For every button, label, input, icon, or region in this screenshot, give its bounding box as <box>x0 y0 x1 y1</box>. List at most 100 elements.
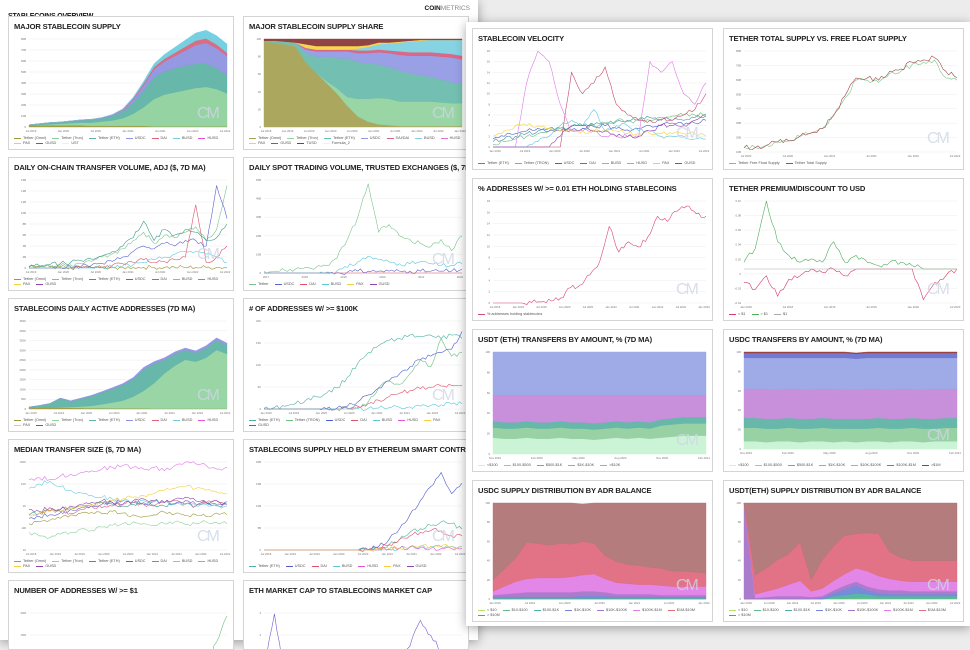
legend-item[interactable]: < $10 <box>729 608 748 613</box>
legend-item[interactable]: Tether (TRON) <box>285 418 320 423</box>
legend-item[interactable]: Tether (ETH) <box>249 564 280 569</box>
legend-item[interactable]: HUSD <box>198 136 218 141</box>
legend-item[interactable]: USDC <box>125 136 146 141</box>
legend-item[interactable]: $10K-$100K <box>851 463 881 468</box>
legend-item[interactable]: Tether (Tron) <box>52 559 83 564</box>
legend-item[interactable]: USDC <box>125 418 146 423</box>
legend-item[interactable]: BUSD <box>321 282 341 287</box>
legend-item[interactable]: SAI/DAI <box>386 136 409 141</box>
legend-item[interactable]: Tether (ETH) <box>89 277 120 282</box>
legend-item[interactable]: >$1M <box>921 463 941 468</box>
legend-item[interactable]: BUSD <box>172 136 192 141</box>
legend-item[interactable]: $100-$500 <box>503 463 531 468</box>
legend-item[interactable]: HUSD <box>198 418 218 423</box>
legend-item[interactable]: GUSD <box>36 141 56 146</box>
legend-item[interactable]: GUSD <box>36 282 56 287</box>
legend-item[interactable]: $100-$1K <box>784 608 810 613</box>
legend-item[interactable]: $100-$1K <box>533 608 559 613</box>
legend-item[interactable]: PAX <box>424 418 440 423</box>
legend-item[interactable]: BUSD <box>332 564 352 569</box>
legend-item[interactable]: $1K-$10K <box>816 608 842 613</box>
legend-item[interactable]: $100K-$1M <box>887 463 916 468</box>
legend-item[interactable]: PAX <box>384 564 401 569</box>
legend-item[interactable]: HUSD <box>198 559 218 564</box>
legend-item[interactable]: Tether (Omni) <box>14 418 46 423</box>
legend-item[interactable]: PAX <box>14 141 30 146</box>
legend-item[interactable]: Tether (Tron) <box>287 136 318 141</box>
legend-item[interactable]: $10K-$100K <box>848 608 878 613</box>
legend-item[interactable]: Tether (Tron) <box>52 277 83 282</box>
legend-item[interactable]: >$10K <box>600 463 620 468</box>
legend-item[interactable]: DAI <box>300 282 316 287</box>
legend-item[interactable]: HUSD <box>358 564 378 569</box>
legend-item[interactable]: > $10M <box>729 613 751 618</box>
legend-item[interactable]: Tether (Tron) <box>52 418 83 423</box>
legend-item[interactable]: USDC <box>554 161 574 166</box>
legend-item[interactable]: < $10 <box>478 608 497 613</box>
legend-item[interactable]: $1K-$10K <box>568 463 594 468</box>
legend-item[interactable]: > $10M <box>478 613 500 618</box>
legend-item[interactable]: $1K-$10K <box>565 608 591 613</box>
legend-item[interactable]: BUSD <box>172 559 192 564</box>
legend-item[interactable]: HUSD <box>627 161 647 166</box>
legend-item[interactable]: BUSD <box>172 418 192 423</box>
legend-item[interactable]: $100-$500 <box>754 463 782 468</box>
legend-item[interactable]: GUSD <box>249 423 269 428</box>
legend-item[interactable]: DAI <box>311 564 327 569</box>
legend-item[interactable]: TUSD <box>297 141 317 146</box>
legend-item[interactable]: $10K-$100K <box>597 608 627 613</box>
legend-item[interactable]: USDC <box>125 277 146 282</box>
legend-item[interactable]: PAX <box>249 141 265 146</box>
legend-item[interactable]: USDC <box>325 418 345 423</box>
legend-item[interactable]: PAX <box>14 564 30 569</box>
legend-item[interactable]: GUSD <box>675 161 695 166</box>
legend-item[interactable]: % addresses holding stablecoins <box>478 312 542 317</box>
legend-item[interactable]: HUSD <box>398 418 418 423</box>
legend-item[interactable]: $100K-$1M <box>633 608 662 613</box>
legend-item[interactable]: <$100 <box>478 463 498 468</box>
legend-item[interactable]: USDC <box>125 559 146 564</box>
legend-item[interactable]: PAX <box>653 161 669 166</box>
legend-item[interactable]: BUSD <box>601 161 621 166</box>
legend-item[interactable]: Tether (Omni) <box>14 277 46 282</box>
legend-item[interactable]: BUSD <box>372 418 392 423</box>
legend-item[interactable]: BUSD <box>172 277 192 282</box>
legend-item[interactable]: Tether (Omni) <box>14 136 46 141</box>
legend-item[interactable]: GUSD <box>271 141 291 146</box>
legend-item[interactable]: GUSD <box>36 423 56 428</box>
legend-item[interactable]: PAX <box>14 282 30 287</box>
legend-item[interactable]: $10-$100 <box>502 608 528 613</box>
legend-item[interactable]: Tether (ETH) <box>324 136 355 141</box>
legend-item[interactable]: GUSD <box>406 564 426 569</box>
legend-item[interactable]: DAI <box>351 418 367 423</box>
legend-item[interactable]: Tether Total Supply <box>785 161 827 166</box>
legend-item[interactable]: $1M-$10M <box>918 608 946 613</box>
legend-item[interactable]: DAI <box>151 277 167 282</box>
legend-item[interactable]: $10-$100 <box>753 608 779 613</box>
legend-item[interactable]: PAX <box>14 423 30 428</box>
legend-item[interactable]: HUSD <box>440 136 460 141</box>
legend-item[interactable]: DAI <box>151 559 167 564</box>
legend-item[interactable]: USDC <box>274 282 294 287</box>
legend-item[interactable]: Tether (Omni) <box>249 136 281 141</box>
legend-item[interactable]: UST <box>62 141 79 146</box>
legend-item[interactable]: $1 <box>774 312 787 317</box>
legend-item[interactable]: USDC <box>285 564 306 569</box>
legend-item[interactable]: <$100 <box>729 463 749 468</box>
legend-item[interactable]: GUSD <box>369 282 390 287</box>
legend-item[interactable]: HUSD <box>198 277 218 282</box>
legend-item[interactable]: > $1 <box>751 312 768 317</box>
legend-item[interactable]: GUSD <box>36 564 56 569</box>
legend-item[interactable]: PAX <box>347 282 364 287</box>
legend-item[interactable]: Tether (Omni) <box>14 559 46 564</box>
legend-item[interactable]: $500-$1K <box>787 463 813 468</box>
legend-item[interactable]: $500-$1K <box>536 463 562 468</box>
legend-item[interactable]: Tether (ETH) <box>249 418 280 423</box>
legend-item[interactable]: Tether (Tron) <box>52 136 83 141</box>
legend-item[interactable]: Tether (ETH) <box>89 418 120 423</box>
legend-item[interactable]: < $1 <box>729 312 746 317</box>
legend-item[interactable]: BUSD <box>415 136 435 141</box>
legend-item[interactable]: $1K-$10K <box>819 463 845 468</box>
legend-item[interactable]: Tether (TRON) <box>514 161 549 166</box>
legend-item[interactable]: Tether (ETH) <box>89 136 120 141</box>
